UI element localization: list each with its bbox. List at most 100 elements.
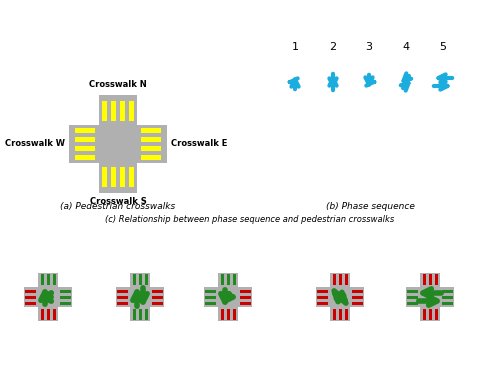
Bar bbox=[141, 128, 161, 133]
Text: Crosswalk E: Crosswalk E bbox=[171, 139, 228, 149]
Bar bbox=[40, 274, 43, 285]
Bar bbox=[52, 309, 56, 320]
Bar bbox=[102, 101, 107, 121]
Bar bbox=[117, 296, 128, 298]
Bar bbox=[330, 307, 350, 321]
Bar bbox=[120, 167, 125, 187]
Bar bbox=[218, 287, 238, 307]
Bar bbox=[25, 289, 36, 293]
Bar bbox=[318, 289, 328, 293]
Bar bbox=[60, 289, 71, 293]
Bar bbox=[420, 307, 440, 321]
Text: 1: 1 bbox=[292, 42, 298, 52]
Bar bbox=[442, 289, 453, 293]
Bar bbox=[69, 125, 99, 163]
Bar bbox=[46, 274, 50, 285]
Bar bbox=[138, 274, 141, 285]
Bar bbox=[116, 287, 130, 307]
Bar bbox=[25, 296, 36, 298]
Bar bbox=[232, 274, 235, 285]
Bar bbox=[38, 307, 58, 321]
Bar bbox=[344, 309, 348, 320]
Bar bbox=[240, 289, 251, 293]
Bar bbox=[220, 309, 224, 320]
Bar bbox=[407, 296, 418, 298]
Bar bbox=[38, 287, 58, 307]
Bar bbox=[204, 287, 218, 307]
Bar bbox=[132, 274, 136, 285]
Bar bbox=[144, 309, 148, 320]
Bar bbox=[132, 309, 136, 320]
Bar bbox=[428, 309, 432, 320]
Bar bbox=[120, 101, 125, 121]
Text: 3: 3 bbox=[366, 42, 372, 52]
Bar bbox=[38, 273, 58, 287]
Bar bbox=[24, 287, 38, 307]
Bar bbox=[238, 287, 252, 307]
Bar bbox=[434, 274, 438, 285]
Bar bbox=[332, 309, 336, 320]
Bar bbox=[141, 137, 161, 142]
Bar bbox=[232, 309, 235, 320]
Bar bbox=[150, 287, 164, 307]
Bar bbox=[338, 274, 342, 285]
Bar bbox=[350, 287, 364, 307]
Bar bbox=[226, 309, 230, 320]
Bar bbox=[58, 287, 72, 307]
Bar bbox=[130, 287, 150, 307]
Bar bbox=[240, 301, 251, 305]
Bar bbox=[332, 274, 336, 285]
Bar bbox=[206, 301, 216, 305]
Bar bbox=[422, 309, 426, 320]
Bar bbox=[442, 301, 453, 305]
Bar bbox=[206, 289, 216, 293]
Bar bbox=[240, 296, 251, 298]
Bar bbox=[99, 163, 137, 193]
Bar bbox=[129, 167, 134, 187]
Bar bbox=[352, 289, 363, 293]
Bar bbox=[60, 301, 71, 305]
Bar bbox=[406, 287, 420, 307]
Bar bbox=[117, 301, 128, 305]
Text: (b) Phase sequence: (b) Phase sequence bbox=[326, 202, 414, 211]
Bar bbox=[152, 296, 163, 298]
Bar bbox=[111, 167, 116, 187]
Bar bbox=[75, 128, 95, 133]
Bar bbox=[99, 125, 137, 163]
Bar bbox=[422, 274, 426, 285]
Bar bbox=[220, 274, 224, 285]
Bar bbox=[407, 289, 418, 293]
Bar bbox=[130, 307, 150, 321]
Bar bbox=[144, 274, 148, 285]
Bar bbox=[218, 307, 238, 321]
Bar bbox=[75, 137, 95, 142]
Bar bbox=[344, 274, 348, 285]
Text: 5: 5 bbox=[440, 42, 446, 52]
Bar bbox=[330, 273, 350, 287]
Text: (a) Pedestrian crosswalks: (a) Pedestrian crosswalks bbox=[60, 202, 176, 211]
Text: Crosswalk N: Crosswalk N bbox=[89, 80, 147, 89]
Bar bbox=[152, 301, 163, 305]
Bar bbox=[330, 287, 350, 307]
Bar bbox=[137, 125, 167, 163]
Bar bbox=[75, 155, 95, 160]
Bar bbox=[352, 301, 363, 305]
Bar bbox=[420, 287, 440, 307]
Bar bbox=[99, 95, 137, 125]
Bar bbox=[218, 273, 238, 287]
Bar bbox=[52, 274, 56, 285]
Bar bbox=[117, 289, 128, 293]
Text: 2: 2 bbox=[330, 42, 336, 52]
Bar bbox=[316, 287, 330, 307]
Bar bbox=[46, 309, 50, 320]
Bar bbox=[318, 296, 328, 298]
Bar bbox=[352, 296, 363, 298]
Text: Crosswalk W: Crosswalk W bbox=[5, 139, 65, 149]
Bar bbox=[420, 273, 440, 287]
Bar bbox=[102, 167, 107, 187]
Text: Crosswalk S: Crosswalk S bbox=[90, 197, 146, 206]
Bar bbox=[40, 309, 43, 320]
Bar bbox=[152, 289, 163, 293]
Bar bbox=[434, 309, 438, 320]
Bar bbox=[206, 296, 216, 298]
